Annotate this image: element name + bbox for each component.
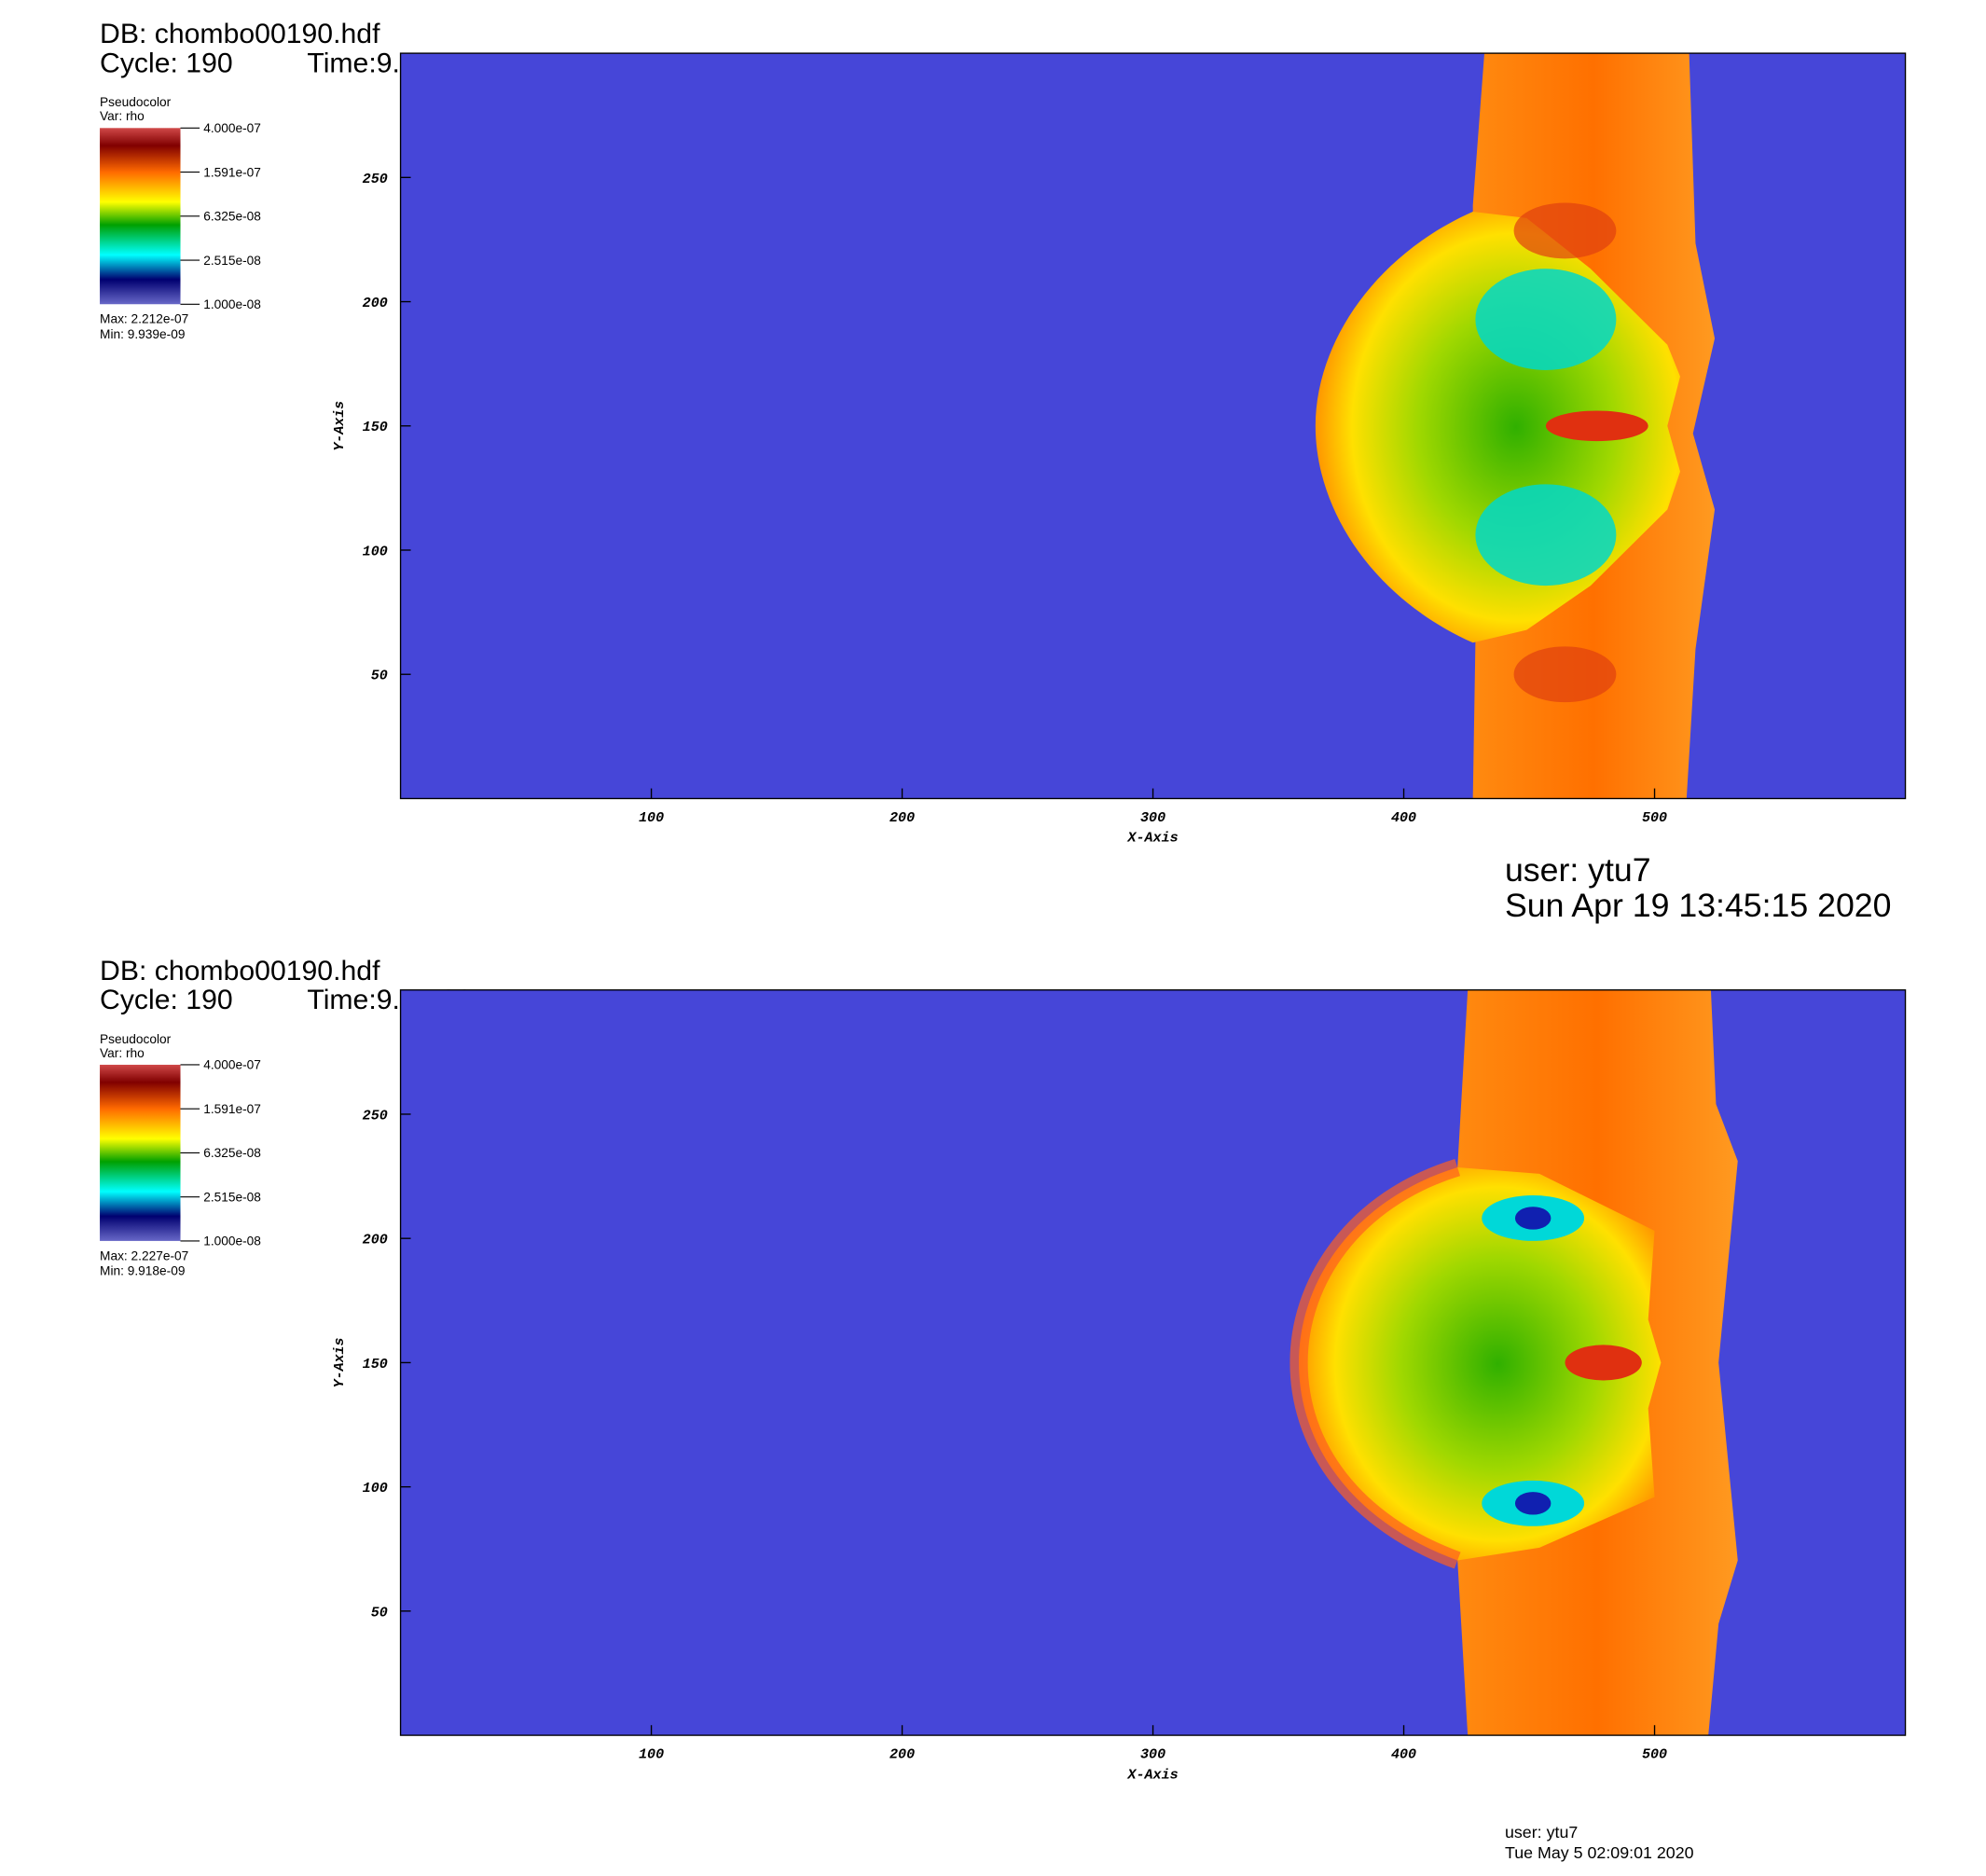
colorbar — [100, 128, 181, 305]
colorbar-tick-label: 4.000e-07 — [203, 1058, 261, 1072]
legend-min: Min: 9.939e-09 — [100, 327, 185, 341]
x-tick-label: 300 — [1140, 809, 1165, 826]
db-label: DB: chombo00190.hdf — [100, 19, 380, 49]
y-tick-label: 200 — [363, 1232, 388, 1248]
legend-title: Pseudocolor — [100, 95, 172, 109]
cycle-label: Cycle: 190 — [100, 985, 233, 1015]
date-label: Tue May 5 02:09:01 2020 — [1505, 1843, 1694, 1862]
colorbar-tick-label: 6.325e-08 — [203, 210, 261, 224]
colorbar-tick-label: 1.591e-07 — [203, 1102, 261, 1116]
y-tick-label: 150 — [363, 419, 388, 435]
legend-max: Max: 2.227e-07 — [100, 1248, 188, 1262]
colorbar — [100, 1064, 181, 1241]
colorbar-tick-label: 6.325e-08 — [203, 1146, 261, 1160]
x-tick-label: 400 — [1391, 809, 1416, 826]
y-tick-label: 50 — [371, 668, 388, 684]
y-tick-label: 250 — [363, 1107, 388, 1124]
db-label: DB: chombo00190.hdf — [100, 956, 380, 986]
x-axis-label: X-Axis — [1126, 1766, 1178, 1783]
x-tick-label: 400 — [1391, 1746, 1416, 1763]
x-tick-label: 100 — [639, 1746, 664, 1763]
y-tick-label: 150 — [363, 1356, 388, 1373]
x-tick-label: 100 — [639, 809, 664, 826]
y-tick-label: 50 — [371, 1604, 388, 1621]
x-tick-label: 300 — [1140, 1746, 1165, 1763]
legend-max: Max: 2.212e-07 — [100, 312, 188, 326]
x-axis-label: X-Axis — [1126, 830, 1178, 847]
y-tick-label: 250 — [363, 171, 388, 187]
colorbar-tick-label: 1.000e-08 — [203, 1235, 261, 1248]
y-tick-label: 100 — [363, 1480, 388, 1497]
legend-var: Var: rho — [100, 109, 145, 123]
y-axis-label: Y-Axis — [331, 401, 348, 451]
plot-field — [401, 990, 1906, 1735]
legend-var: Var: rho — [100, 1046, 145, 1060]
legend-title: Pseudocolor — [100, 1032, 172, 1046]
y-axis-label: Y-Axis — [331, 1338, 348, 1388]
x-tick-label: 500 — [1642, 809, 1667, 826]
colorbar-tick-label: 2.515e-08 — [203, 1190, 261, 1204]
y-tick-label: 100 — [363, 544, 388, 560]
x-tick-label: 500 — [1642, 1746, 1667, 1763]
x-tick-label: 200 — [890, 1746, 915, 1763]
colorbar-tick-label: 2.515e-08 — [203, 254, 261, 268]
y-tick-label: 200 — [363, 295, 388, 311]
user-label: user: ytu7 — [1505, 851, 1651, 889]
date-label: Sun Apr 19 13:45:15 2020 — [1505, 887, 1892, 924]
colorbar-tick-label: 1.000e-08 — [203, 297, 261, 311]
plot-field — [400, 53, 1906, 799]
user-label: user: ytu7 — [1505, 1823, 1578, 1842]
cycle-label: Cycle: 190 — [100, 48, 233, 79]
x-tick-label: 200 — [890, 809, 915, 826]
legend-min: Min: 9.918e-09 — [100, 1264, 185, 1278]
colorbar-tick-label: 4.000e-07 — [203, 121, 261, 135]
colorbar-tick-label: 1.591e-07 — [203, 165, 261, 179]
